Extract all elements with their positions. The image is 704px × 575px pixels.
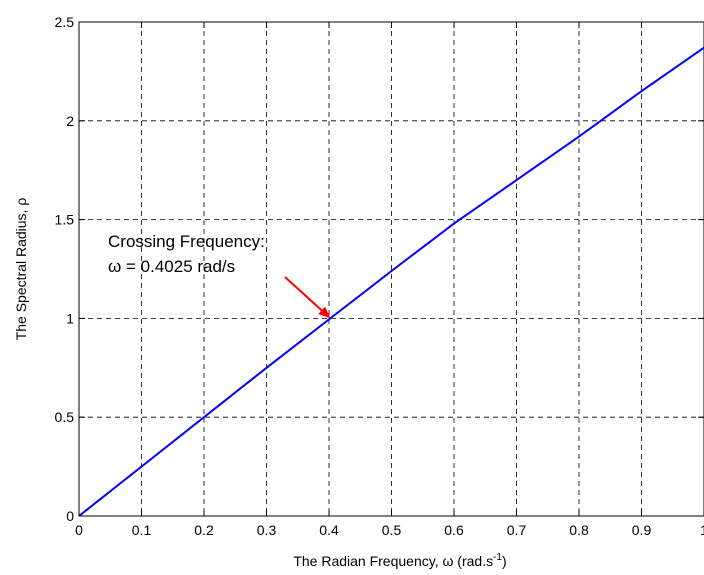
annotation-arrow-head [318, 306, 331, 319]
y-tick-label: 0 [66, 508, 74, 524]
x-tick-labels: 0 0.1 0.2 0.3 0.4 0.5 0.6 0.7 0.8 0.9 1 [75, 522, 704, 538]
x-tick-label: 0.5 [382, 522, 402, 538]
ticks [78, 21, 704, 517]
x-tick-label: 0 [75, 522, 83, 538]
plot-frame [78, 21, 704, 517]
y-tick-label: 0.5 [55, 409, 75, 425]
x-tick-label: 0.7 [507, 522, 527, 538]
x-tick-label: 0.1 [132, 522, 152, 538]
annotation-arrow-shaft [284, 276, 323, 312]
series [78, 46, 704, 517]
x-tick-label: 1 [700, 522, 704, 538]
x-axis-title-superscript: -1 [493, 552, 502, 563]
y-tick-label: 1 [66, 310, 74, 326]
x-axis-title: The Radian Frequency, ω (rad.s-1) [293, 552, 506, 569]
y-tick-label: 1.5 [55, 212, 75, 228]
x-tick-label: 0.8 [569, 522, 589, 538]
annotation-line-1: Crossing Frequency: [108, 232, 265, 251]
x-tick-label: 0.2 [194, 522, 214, 538]
series-line [78, 46, 704, 517]
y-tick-label: 2.5 [55, 14, 75, 30]
y-tick-label: 2 [66, 113, 74, 129]
x-axis-title-main: The Radian Frequency, ω (rad.s [293, 553, 493, 569]
x-tick-label: 0.3 [257, 522, 277, 538]
grid [79, 22, 704, 516]
x-tick-label: 0.6 [444, 522, 464, 538]
x-tick-label: 0.4 [319, 522, 339, 538]
y-tick-labels: 0 0.5 1 1.5 2 2.5 [55, 14, 75, 524]
annotation-line-2: ω = 0.4025 rad/s [108, 257, 235, 276]
x-axis-title-close: ) [502, 553, 507, 569]
x-tick-label: 0.9 [632, 522, 652, 538]
annotation: Crossing Frequency: ω = 0.4025 rad/s [108, 232, 331, 319]
y-axis-title: The Spectral Radius, ρ [13, 198, 29, 341]
